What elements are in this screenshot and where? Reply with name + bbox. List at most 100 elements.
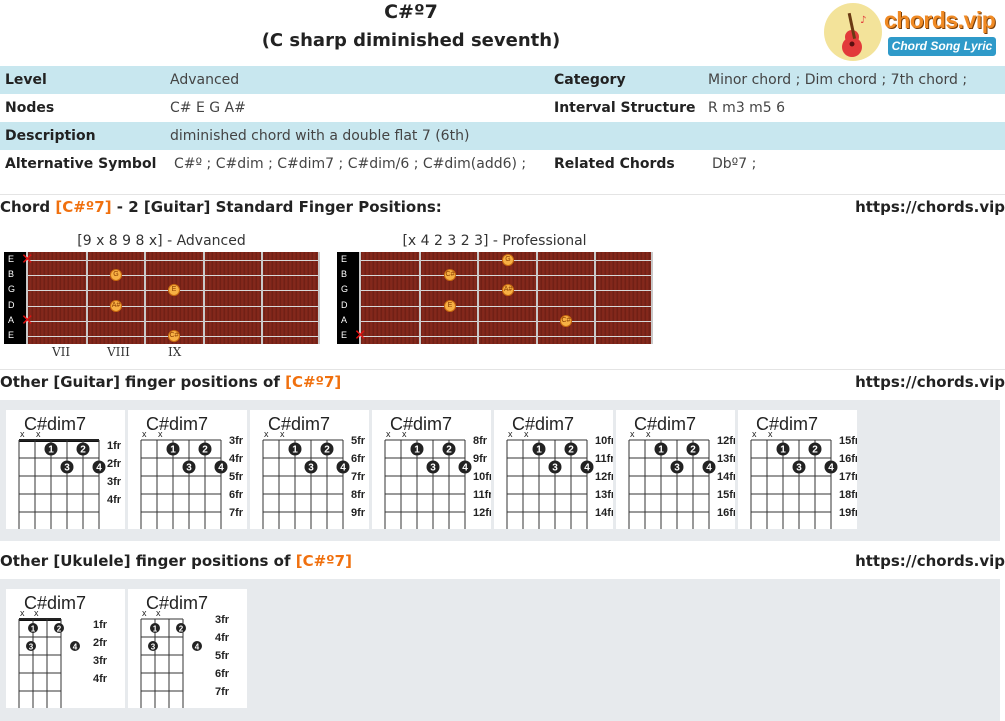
site-url-link[interactable]: https://chords.vip [855,552,1005,570]
fret-label: 1fr [93,619,108,631]
divider [0,194,1005,195]
fret-label: 2fr [107,458,122,470]
muted-string-mark: ✕ [21,311,34,329]
chord-diagram-card[interactable]: C#dim7 x x 3fr 4fr 5fr 6fr 7fr 1 2 3 4 [128,589,247,708]
finger-number: 2 [202,445,208,456]
fret-label: 9fr [351,507,366,519]
svg-text:♪: ♪ [860,15,866,26]
fret-label: 2fr [93,637,108,649]
fret-label: 6fr [215,668,230,680]
mute-mark: x [156,608,161,618]
string-line [359,306,653,307]
finger-number: 2 [80,445,86,456]
fret-label: 12fr [595,471,613,483]
fret-line [419,252,421,344]
mute-mark: x [280,429,285,439]
fret-label: 17fr [839,471,857,483]
finger-number: 4 [706,463,712,474]
chord-diagram-card[interactable]: C#dim7 x x 1fr 2fr 3fr 4fr 1 2 3 4 [6,410,125,529]
chord-diagram-card[interactable]: C#dim7 x x 1fr 2fr 3fr 4fr 1 2 3 4 [6,589,125,708]
finger-number: 3 [552,463,558,474]
finger-dot [70,641,80,651]
fret-label: 6fr [351,453,366,465]
finger-dot: A# [110,300,122,312]
site-url-link[interactable]: https://chords.vip [855,198,1005,216]
fret-label: 15fr [839,435,857,447]
string-label: D [341,300,348,310]
chord-name: C#dim7 [146,414,208,434]
finger-dot [192,641,202,651]
fret-label: 3fr [229,435,244,447]
finger-dot [670,460,684,474]
fret-label: 11fr [595,453,613,465]
fret-label: 4fr [229,453,244,465]
fretboard-diagram[interactable]: E B G D A E ✕ G C# A# E C# [337,252,653,344]
finger-dot [532,442,546,456]
finger-dot [336,460,350,474]
fret-line [203,252,205,344]
chord-diagram-card[interactable]: C#dim7 x x 5fr 6fr 7fr 8fr 9fr 1 2 3 4 [250,410,369,529]
chord-link[interactable]: [C#º7] [295,552,352,570]
chord-link[interactable]: [C#º7] [55,198,112,216]
site-url-link[interactable]: https://chords.vip [855,373,1005,391]
other-guitar-title: Other [Guitar] finger positions of [C#º7… [0,371,341,393]
fret-label: 19fr [839,507,857,519]
fret-label: 16fr [839,453,857,465]
fretboard-diagram[interactable]: E B G D A E ✕ ✕ G E A# C# [4,252,320,344]
fretboard-nut [337,252,359,344]
fret-line [86,252,88,344]
fret-label: 3fr [215,614,230,626]
mute-mark: x [508,429,513,439]
fret-line [477,252,479,344]
finger-dot [150,623,160,633]
finger-dot [26,641,36,651]
fretboard-caption: [9 x 8 9 8 x] - Advanced [77,233,246,249]
category-label: Category [549,66,703,94]
finger-number: 4 [73,643,78,652]
fret-label: 13fr [717,453,735,465]
finger-number: 2 [812,445,818,456]
finger-dot [426,460,440,474]
section-prefix: Chord [0,198,56,216]
fret-label: 7fr [229,507,244,519]
finger-dot: G [502,254,514,266]
alt-symbol-label: Alternative Symbol [5,156,157,172]
string-label: B [341,269,348,279]
fret-label: 8fr [351,489,366,501]
finger-number: 2 [57,625,62,634]
finger-dot [148,641,158,651]
finger-dot: E [168,284,180,296]
mute-mark: x [34,608,39,618]
chord-name: C#dim7 [24,414,86,434]
nodes-value: C# E G A# [170,100,246,116]
related-value[interactable]: Dbº7 ; [712,156,757,172]
other-ukulele-title: Other [Ukulele] finger positions of [C#º… [0,550,352,572]
fret-label: 12fr [473,507,491,519]
finger-number: 2 [690,445,696,456]
finger-number: 4 [218,463,224,474]
fret-label: 4fr [107,494,122,506]
ukulele-diagrams-panel: C#dim7 x x 1fr 2fr 3fr 4fr 1 2 3 4 C#dim7 x x 3fr 4fr 5f… [0,579,1000,721]
fret-line [261,252,263,344]
site-logo[interactable]: ♪ chords.vip Chord Song Lyric [824,3,1002,63]
string-line [26,306,320,307]
finger-number: 1 [536,445,542,456]
fret-label: 11fr [473,489,491,501]
fret-label: 5fr [229,471,244,483]
finger-dot [548,460,562,474]
fret-number: VII [52,345,71,359]
fret-label: 6fr [229,489,244,501]
finger-number: 4 [195,643,200,652]
chord-diagram-card[interactable]: C#dim7 x x 3fr 4fr 5fr 6fr 7fr 1 2 3 4 [128,410,247,529]
finger-dot: G [110,269,122,281]
chord-link[interactable]: [C#º7] [285,373,342,391]
